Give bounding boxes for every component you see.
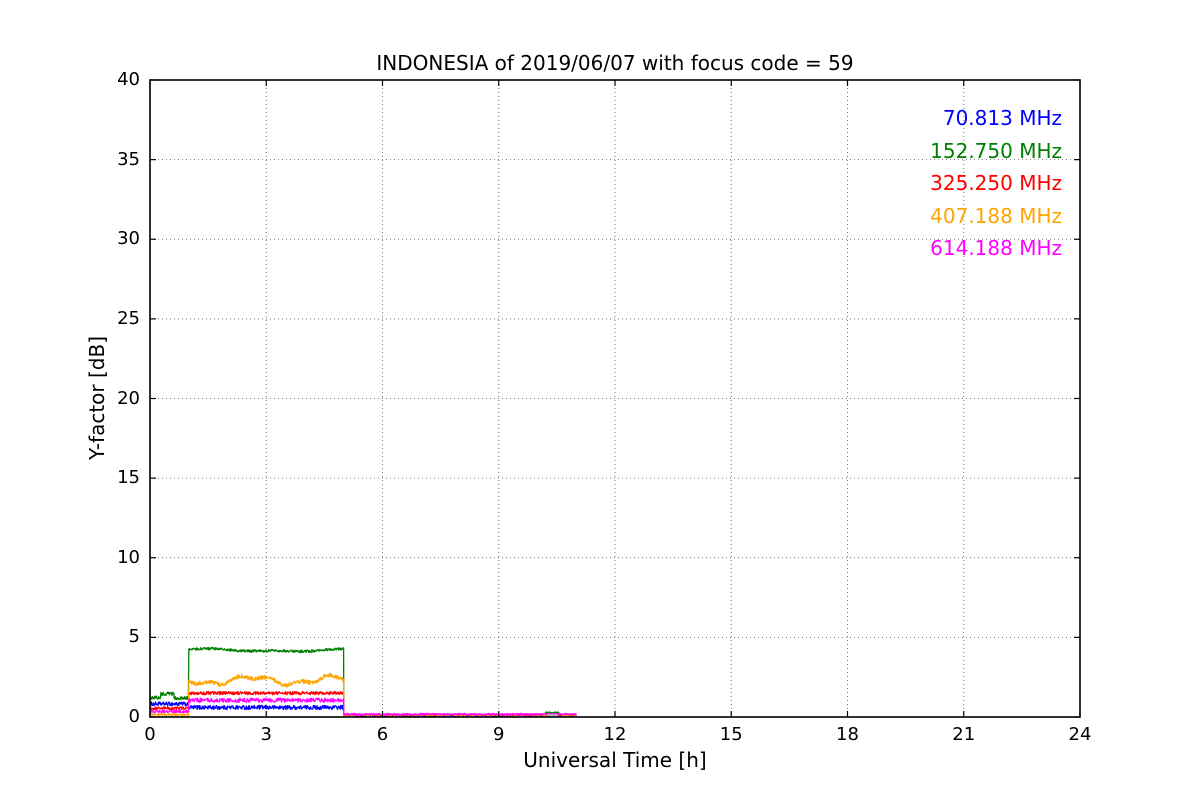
y-tick-label-30: 30: [117, 228, 140, 250]
y-tick-label-40: 40: [117, 69, 140, 90]
series-line-614-188-MHz: [149, 697, 577, 716]
y-tick-label-35: 35: [117, 148, 140, 170]
y-tick-label-5: 5: [128, 626, 140, 648]
legend-entry-407-188-MHz: 407.188 MHz: [930, 203, 1062, 228]
legend-entry-325-250-MHz: 325.250 MHz: [930, 171, 1062, 196]
x-tick-label-15: 15: [719, 724, 743, 745]
x-tick-label-12: 12: [603, 724, 627, 745]
legend-entry-614-188-MHz: 614.188 MHz: [930, 236, 1062, 261]
chart-title: INDONESIA of 2019/06/07 with focus code …: [376, 51, 854, 75]
y-tick-label-10: 10: [117, 546, 140, 568]
y-tick-label-0: 0: [128, 706, 140, 727]
x-tick-label-9: 9: [493, 724, 505, 745]
x-tick-label-18: 18: [836, 724, 859, 745]
y-tick-label-20: 20: [117, 387, 140, 409]
x-tick-label-3: 3: [260, 724, 272, 745]
x-axis-label: Universal Time [h]: [523, 748, 707, 772]
legend-entry-70-813-MHz: 70.813 MHz: [942, 106, 1062, 130]
y-tick-label-15: 15: [117, 467, 140, 489]
y-tick-label-25: 25: [117, 307, 140, 329]
legend: 70.813 MHz 152.750 MHz 325.250 MHz 407.188 …: [660, 102, 1062, 265]
x-tick-label-24: 24: [1068, 724, 1092, 745]
x-tick-label-21: 21: [952, 724, 976, 745]
x-tick-label-6: 6: [376, 724, 389, 745]
legend-entry-152-750-MHz: 152.750 MHz: [930, 138, 1062, 163]
x-tick-label-0: 0: [144, 724, 156, 745]
series-line-325-250-MHz: [149, 690, 577, 717]
